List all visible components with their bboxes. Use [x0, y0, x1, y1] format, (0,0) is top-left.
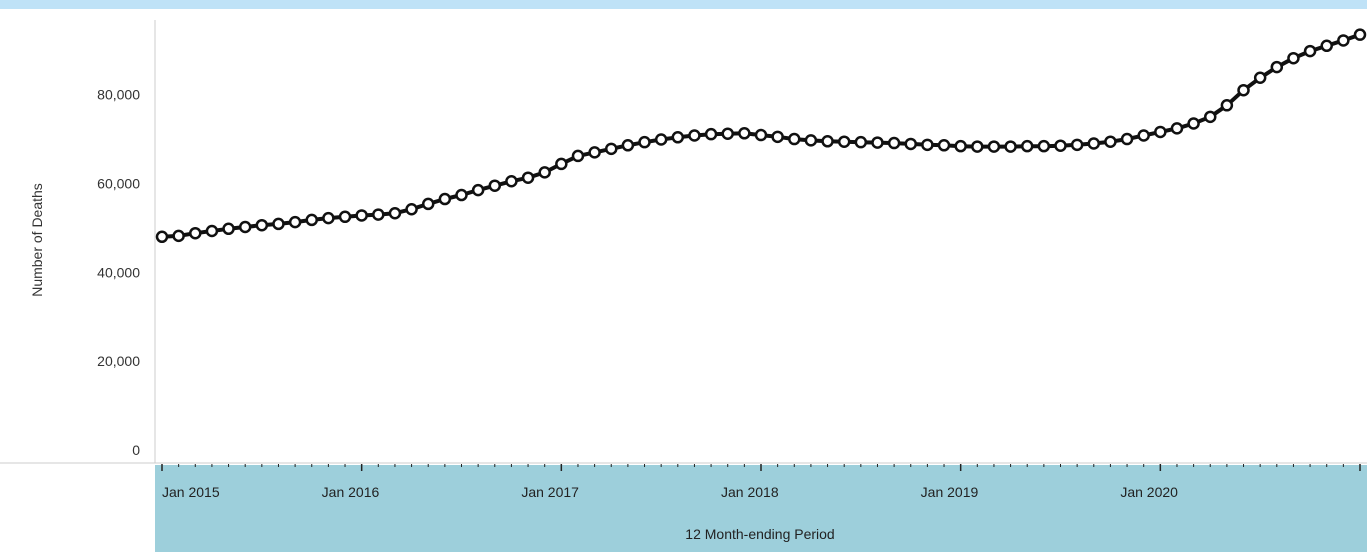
- data-point: [654, 133, 668, 146]
- data-point: [937, 139, 951, 152]
- data-point: [1087, 137, 1101, 150]
- data-point: [788, 132, 801, 146]
- data-point: [388, 206, 402, 220]
- data-point: [155, 230, 169, 244]
- data-point: [1004, 140, 1017, 153]
- data-point: [455, 188, 468, 202]
- data-point: [1054, 139, 1067, 152]
- data-point: [288, 215, 302, 229]
- data-point: [921, 138, 934, 152]
- data-point: [954, 139, 967, 153]
- data-point: [638, 135, 651, 149]
- data-point: [804, 134, 818, 147]
- axes-layer: [0, 20, 1367, 464]
- data-point: [1220, 99, 1234, 112]
- data-point: [1020, 139, 1034, 153]
- data-point: [821, 135, 834, 148]
- data-point: [255, 218, 269, 232]
- data-point: [222, 222, 235, 236]
- data-point: [1204, 110, 1217, 124]
- data-point: [1037, 139, 1051, 153]
- data-point: [721, 127, 734, 140]
- data-point: [904, 137, 917, 151]
- data-point: [338, 210, 352, 224]
- data-point: [588, 146, 601, 159]
- x-tick-label: Jan 2017: [521, 484, 579, 500]
- data-point: [1187, 117, 1200, 130]
- data-point: [1154, 125, 1167, 139]
- data-point: [438, 192, 452, 206]
- y-tick-label: 80,000: [97, 87, 140, 103]
- data-point: [1320, 39, 1333, 53]
- y-tick-label: 0: [132, 442, 140, 458]
- data-point: [538, 166, 551, 179]
- data-point: [555, 157, 568, 171]
- data-point: [1287, 51, 1300, 65]
- data-point: [1070, 138, 1084, 152]
- data-point: [887, 136, 901, 150]
- data-point: [688, 129, 701, 142]
- data-point: [1253, 71, 1267, 85]
- data-point: [189, 226, 202, 240]
- x-tick-label: Jan 2016: [322, 484, 380, 500]
- data-point: [1337, 34, 1350, 47]
- y-tick-label: 20,000: [97, 353, 140, 369]
- data-point: [704, 127, 718, 141]
- y-tick-label: 60,000: [97, 175, 140, 191]
- data-point: [738, 127, 751, 140]
- data-point: [871, 136, 884, 149]
- data-point: [421, 197, 435, 211]
- header-strip: [0, 0, 1367, 9]
- data-point: [305, 213, 318, 227]
- data-point: [1120, 132, 1134, 146]
- data-point: [987, 140, 1001, 153]
- data-point: [172, 229, 185, 243]
- data-point: [1353, 28, 1367, 41]
- data-point: [322, 211, 335, 225]
- data-point: [571, 149, 585, 163]
- data-point: [1270, 60, 1284, 74]
- data-point: [1237, 83, 1250, 97]
- data-point: [205, 224, 219, 238]
- data-point: [837, 135, 851, 148]
- data-point: [605, 142, 618, 156]
- data-point: [621, 139, 635, 152]
- x-axis-band: [155, 465, 1367, 552]
- data-point: [488, 179, 502, 192]
- x-tick-label: Jan 2020: [1120, 484, 1178, 500]
- data-point: [854, 135, 868, 149]
- data-point: [671, 131, 685, 144]
- y-tick-label: 40,000: [97, 264, 140, 280]
- data-point: [372, 208, 385, 221]
- data-point: [1137, 129, 1150, 142]
- data-point: [771, 130, 784, 144]
- data-point: [238, 220, 252, 234]
- x-tick-label: Jan 2015: [162, 484, 220, 500]
- data-point: [505, 175, 518, 188]
- y-tick-labels: 0 20,000 40,000 60,000 80,000: [97, 87, 140, 458]
- data-point: [754, 128, 768, 142]
- x-tick-label: Jan 2018: [721, 484, 779, 500]
- data-point: [405, 202, 418, 216]
- y-axis-label: Number of Deaths: [29, 183, 45, 297]
- data-point: [521, 171, 535, 184]
- data-point: [355, 209, 368, 222]
- data-point: [1104, 135, 1117, 148]
- data-point: [471, 183, 485, 197]
- data-point: [1170, 122, 1184, 135]
- x-tick-label: Jan 2019: [921, 484, 979, 500]
- x-tick-labels: Jan 2015 Jan 2016 Jan 2017 Jan 2018 Jan 2019…: [161, 464, 1361, 500]
- data-point: [272, 217, 285, 231]
- series-markers: [155, 28, 1367, 244]
- data-point: [1303, 44, 1317, 58]
- x-axis-label: 12 Month-ending Period: [685, 526, 834, 542]
- data-point: [971, 140, 984, 153]
